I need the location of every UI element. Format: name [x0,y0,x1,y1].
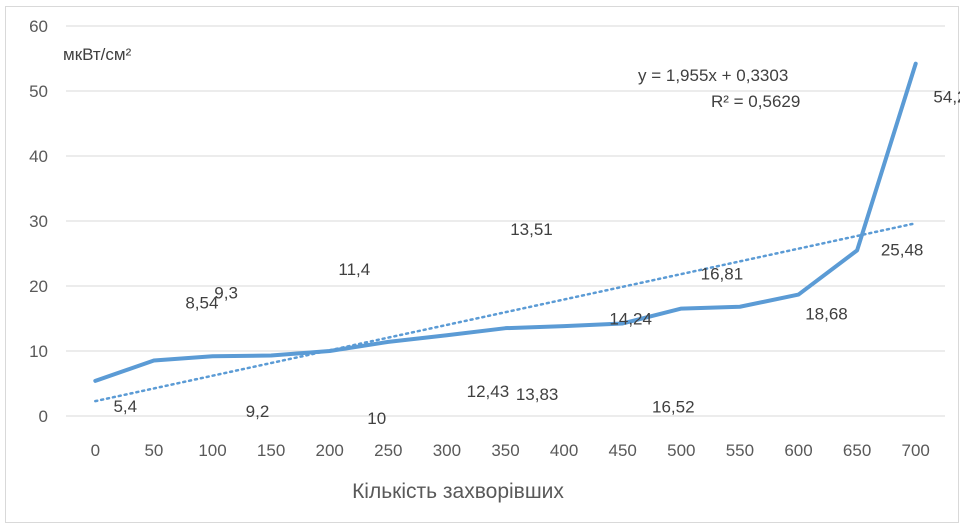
y-unit-label: мкВт/см² [63,45,132,64]
data-label: 10 [367,409,386,428]
x-tick-label: 500 [667,441,695,460]
y-axis-ticks: 0 10 20 30 40 50 60 [29,17,48,426]
data-label: 13,83 [516,385,559,404]
x-tick-label: 700 [902,441,930,460]
data-label: 12,43 [467,382,510,401]
series [93,61,918,383]
x-tick-label: 650 [843,441,871,460]
x-tick-label: 550 [726,441,754,460]
x-tick-label: 0 [91,441,100,460]
x-tick-label: 300 [433,441,461,460]
data-label: 11,4 [338,260,370,279]
data-label: 18,68 [805,305,848,324]
chart-area: 0 10 20 30 40 50 60 0 50 100 150 200 250 300 350 400 45… [5,6,960,523]
trendline-line [94,221,917,403]
y-tick-label: 40 [29,147,48,166]
x-tick-label: 250 [374,441,402,460]
data-label: 25,48 [881,240,924,259]
x-tick-label: 50 [144,441,163,460]
trendline-equation: y = 1,955x + 0,3303 [638,66,788,85]
y-tick-label: 50 [29,82,48,101]
data-label: 16,52 [652,398,695,417]
x-tick-label: 100 [198,441,226,460]
data-label: 14,24 [609,309,652,328]
data-label: 9,2 [246,402,270,421]
y-tick-label: 10 [29,342,48,361]
x-tick-label: 400 [550,441,578,460]
trendline-r-squared: R² = 0,5629 [711,92,800,111]
series-line [93,61,918,383]
x-tick-label: 350 [491,441,519,460]
x-tick-label: 150 [257,441,285,460]
data-label: 16,81 [701,265,744,284]
data-labels: 5,4 8,54 9,2 9,3 10 11,4 12,43 13,51 13,83 14,24 1… [113,88,960,428]
x-axis-title: Кількість захворівших [352,480,564,503]
data-label: 9,3 [214,284,238,303]
y-tick-label: 60 [29,17,48,36]
data-label: 5,4 [113,397,137,416]
data-label: 54,21 [933,88,960,107]
data-label: 13,51 [510,220,553,239]
data-label: 8,54 [185,293,218,312]
x-tick-label: 600 [784,441,812,460]
y-tick-label: 20 [29,277,48,296]
y-tick-label: 0 [39,407,48,426]
x-tick-label: 200 [316,441,344,460]
trendline [94,221,917,403]
line-chart: 0 10 20 30 40 50 60 0 50 100 150 200 250 300 350 400 45… [29,17,960,503]
y-tick-label: 30 [29,212,48,231]
x-tick-label: 450 [609,441,637,460]
x-axis-ticks: 0 50 100 150 200 250 300 350 400 450 500 550 600 650 7… [91,441,930,460]
gridlines [66,25,945,417]
